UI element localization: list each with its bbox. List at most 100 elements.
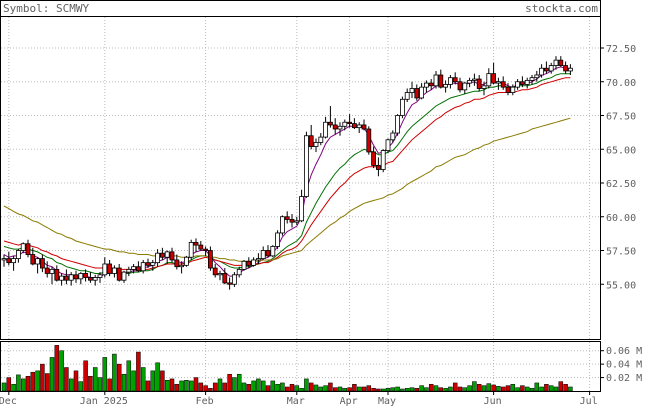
- candle-body: [59, 275, 64, 281]
- y-tick-label: 55.00: [606, 280, 636, 291]
- volume-bar: [568, 386, 573, 392]
- volume-bar: [222, 382, 228, 392]
- volume-bar: [251, 380, 256, 392]
- volume-bar: [11, 384, 16, 392]
- candle-body: [361, 124, 367, 130]
- volume-bar: [563, 384, 568, 392]
- volume-tick-label: 0.04 M: [606, 360, 642, 371]
- volume-bar: [208, 388, 213, 392]
- y-tick-label: 60.00: [606, 213, 636, 224]
- candle-body: [30, 254, 36, 265]
- candle-body: [486, 73, 492, 87]
- volume-bar: [356, 386, 362, 392]
- candle-body: [275, 232, 281, 247]
- x-tick-label: Jul: [580, 396, 598, 406]
- volume-bar: [126, 360, 132, 392]
- volume-bar: [49, 357, 55, 392]
- candle-body: [150, 262, 156, 266]
- candle-body: [438, 74, 444, 88]
- candle-body: [169, 251, 175, 261]
- candle-body: [558, 59, 564, 66]
- volume-bar: [6, 377, 12, 392]
- candle-body: [1, 258, 7, 261]
- volume-bar: [452, 382, 458, 392]
- volume-bar: [83, 360, 88, 392]
- volume-bar: [395, 386, 400, 392]
- candle-body: [159, 252, 165, 258]
- volume-bar: [35, 370, 40, 392]
- x-tick-label: Jan 2025: [80, 396, 128, 406]
- candle-body: [212, 267, 218, 276]
- volume-bar: [78, 381, 84, 392]
- header-box: [0, 0, 601, 17]
- volume-bar: [284, 386, 290, 392]
- candle-body: [54, 268, 60, 281]
- candle-body: [246, 260, 252, 266]
- candle-body: [203, 248, 209, 251]
- candle-body: [222, 273, 228, 284]
- candle-body: [423, 82, 429, 88]
- candle-body: [544, 67, 549, 72]
- candle-body: [193, 241, 199, 246]
- volume-bar: [150, 370, 156, 392]
- volume-bar: [462, 387, 468, 392]
- volume-bar: [155, 362, 160, 392]
- volume-bar: [116, 363, 122, 392]
- candle-body: [520, 81, 525, 85]
- volume-bar: [448, 386, 453, 392]
- volume-bars: [1, 345, 573, 392]
- volume-bar: [102, 357, 108, 392]
- volume-bar: [107, 378, 112, 392]
- candle-body: [174, 259, 180, 268]
- candle-body: [390, 132, 396, 141]
- site-label: stockta.com: [525, 2, 598, 15]
- volume-bar: [500, 386, 506, 392]
- volume-bar: [64, 367, 69, 392]
- volume-bar: [270, 380, 276, 392]
- candle-body: [433, 74, 439, 87]
- volume-bar: [193, 377, 199, 392]
- volume-bar: [232, 377, 237, 392]
- volume-bar: [414, 388, 420, 392]
- candle-body: [64, 275, 69, 281]
- candle-body: [380, 150, 386, 170]
- candle-body: [116, 267, 122, 281]
- candle-body: [88, 277, 93, 281]
- candle-body: [529, 77, 535, 81]
- volume-bar: [227, 373, 232, 392]
- candle-body: [265, 250, 271, 257]
- candle-body: [476, 78, 482, 89]
- candle-body: [366, 128, 372, 153]
- candle-body: [303, 135, 309, 197]
- candle-body: [121, 271, 127, 281]
- volume-bar: [184, 380, 189, 392]
- volume-bar: [323, 385, 328, 392]
- volume-bar: [318, 386, 324, 392]
- candle-body: [443, 84, 449, 88]
- volume-bar: [481, 385, 487, 392]
- candle-body: [495, 81, 501, 84]
- volume-bar: [212, 382, 218, 392]
- x-tick-label: Apr: [340, 396, 358, 406]
- candle-body: [188, 241, 194, 258]
- x-tick-label: May: [378, 396, 396, 406]
- candle-body: [452, 77, 458, 83]
- candle-body: [183, 256, 189, 266]
- candle-body: [414, 88, 420, 99]
- candle-body: [332, 124, 338, 130]
- x-tick-label: Feb: [196, 396, 214, 406]
- date-axis: Dec Jan 2025 Feb Mar Apr May Jun Jul: [0, 391, 598, 406]
- candle-body: [318, 136, 324, 143]
- candle-body: [164, 251, 170, 258]
- volume-bar: [54, 345, 60, 392]
- volume-tick-label: 0.06 M: [606, 346, 642, 357]
- candle-body: [505, 86, 511, 93]
- candle-body: [236, 268, 242, 276]
- volume-bar: [544, 384, 549, 392]
- volume-bar: [40, 363, 45, 392]
- y-tick-label: 70.00: [606, 78, 636, 89]
- symbol-label: Symbol: SCMWY: [3, 2, 89, 15]
- volume-bar: [16, 374, 21, 392]
- volume-bar: [294, 385, 300, 392]
- volume-bar: [376, 388, 381, 392]
